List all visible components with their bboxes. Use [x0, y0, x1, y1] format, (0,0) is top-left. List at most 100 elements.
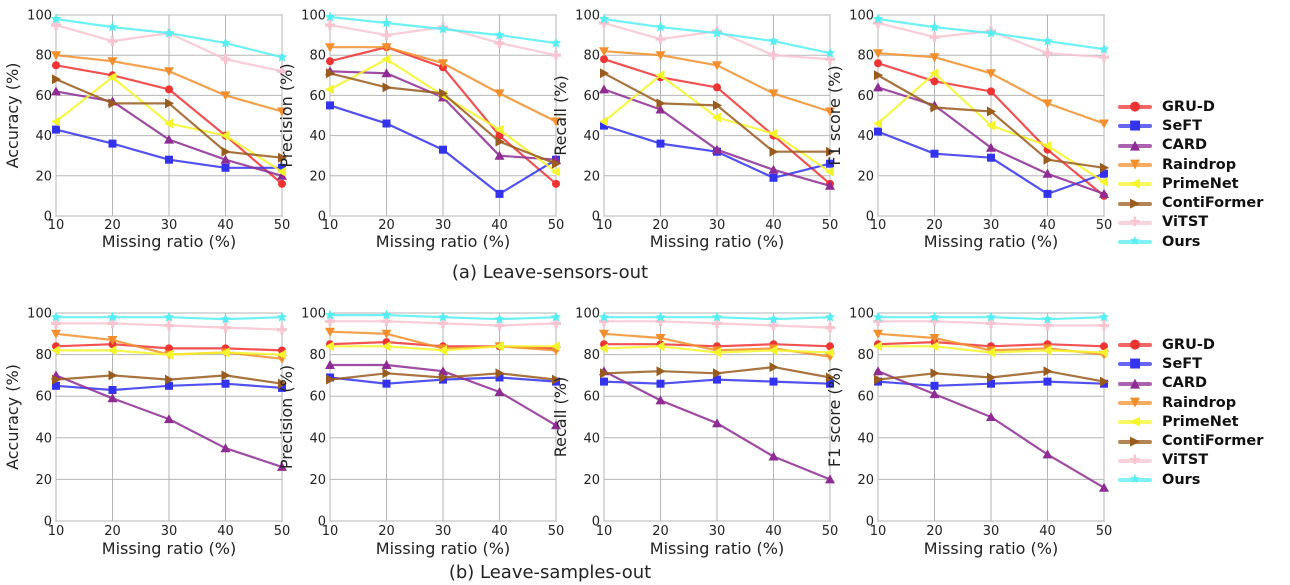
y-tick-label: 40: [583, 129, 600, 144]
data-point: [382, 82, 392, 93]
data-point: [599, 329, 609, 339]
data-point: [1099, 52, 1109, 63]
legend-line: [1118, 105, 1152, 110]
data-point: [655, 51, 666, 61]
data-point: [221, 370, 231, 381]
x-tick-label: 30: [983, 218, 1000, 233]
data-point: [381, 30, 392, 41]
y-tick-label: 80: [857, 348, 874, 363]
legend-item-contiformer: ▶ ContiFormer: [1118, 193, 1263, 212]
data-point: [599, 18, 609, 28]
data-point: [1098, 43, 1110, 54]
y-tick-label: 20: [35, 473, 52, 488]
data-point: [712, 144, 722, 154]
series-contiformer: [600, 68, 835, 157]
data-point: [551, 341, 560, 352]
legend-marker-icon: ●: [1129, 99, 1141, 115]
data-point: [825, 107, 835, 117]
data-point: [655, 334, 666, 343]
data-point: [712, 112, 721, 123]
x-tick-label: 20: [652, 218, 669, 233]
x-tick-label: 20: [652, 524, 669, 539]
y-axis-label: Precision (%): [277, 365, 296, 469]
data-point: [276, 311, 288, 322]
data-point: [220, 91, 231, 101]
legend-marker-icon: ■: [1129, 118, 1142, 134]
series-contiformer: [600, 362, 835, 383]
data-point: [768, 313, 779, 324]
legend-label: PrimeNet: [1162, 413, 1239, 430]
data-point: [552, 374, 561, 385]
legend-swatch: ▶: [1118, 432, 1152, 451]
x-tick-label: 50: [822, 524, 839, 539]
y-tick-label: 20: [583, 473, 600, 488]
legend-marker-icon: ★: [1129, 472, 1141, 488]
y-tick-label: 0: [44, 515, 52, 530]
data-point: [1043, 189, 1052, 198]
data-point: [382, 379, 391, 388]
data-point: [494, 341, 504, 352]
data-point: [324, 11, 336, 22]
legend-label: GRU-D: [1162, 98, 1215, 115]
data-point: [987, 87, 995, 96]
data-point: [221, 163, 230, 172]
panel-b-accuracy: 0 20 40 60 80 100 10 20 30 40 50 Missing ratio (%) A…: [3, 307, 290, 559]
data-point: [52, 74, 61, 85]
data-point: [108, 98, 118, 109]
y-tick-label: 40: [857, 129, 874, 144]
data-point: [164, 67, 174, 77]
data-point: [1042, 35, 1053, 46]
data-point: [438, 366, 448, 376]
data-point: [381, 316, 392, 327]
y-tick-label: 60: [583, 89, 600, 104]
data-point: [277, 349, 286, 360]
y-tick-label: 0: [866, 210, 874, 225]
y-axis-label: F1 score (%): [825, 367, 844, 467]
data-point: [825, 347, 834, 358]
data-point: [325, 316, 335, 327]
data-point: [277, 166, 286, 177]
data-point: [713, 100, 722, 111]
data-point: [325, 327, 335, 337]
data-point: [278, 378, 287, 389]
legend-item-raindrop: ▼ Raindrop: [1118, 393, 1263, 412]
series-raindrop: [599, 47, 835, 117]
data-point: [494, 38, 505, 49]
data-point: [768, 345, 778, 356]
legend-item-gru-d: ● GRU-D: [1118, 97, 1263, 116]
data-point: [768, 320, 779, 331]
legend-item-card: ▲ CARD: [1118, 136, 1263, 155]
y-tick-label: 80: [583, 348, 600, 363]
legend-marker-icon: ✚: [1129, 452, 1141, 468]
y-axis-label: F1 score (%): [825, 65, 844, 165]
data-point: [826, 342, 834, 351]
data-point: [107, 36, 118, 47]
data-point: [874, 127, 882, 136]
data-point: [929, 389, 940, 399]
y-tick-label: 20: [857, 473, 874, 488]
data-point: [599, 84, 609, 94]
y-tick-label: 40: [35, 129, 52, 144]
legend-marker-icon: ▼: [1130, 157, 1140, 173]
data-point: [1043, 377, 1052, 386]
data-point: [929, 341, 939, 352]
data-point: [276, 51, 288, 62]
data-point: [437, 23, 449, 34]
legend-item-card: ▲ CARD: [1118, 374, 1263, 393]
data-point: [987, 106, 996, 117]
data-point: [381, 17, 392, 28]
y-tick-label: 40: [857, 431, 874, 446]
data-point: [324, 309, 336, 320]
legend-marker-icon: ◀: [1130, 414, 1140, 430]
data-point: [873, 341, 882, 352]
x-tick-label: 40: [1039, 524, 1056, 539]
data-point: [52, 381, 60, 390]
data-point: [768, 50, 779, 61]
data-point: [872, 311, 884, 322]
data-point: [1043, 366, 1053, 377]
data-point: [51, 116, 60, 127]
data-point: [1042, 99, 1053, 109]
legend-item-seft: ■ SeFT: [1118, 116, 1263, 135]
data-point: [381, 341, 391, 352]
series-seft: [874, 127, 1108, 198]
